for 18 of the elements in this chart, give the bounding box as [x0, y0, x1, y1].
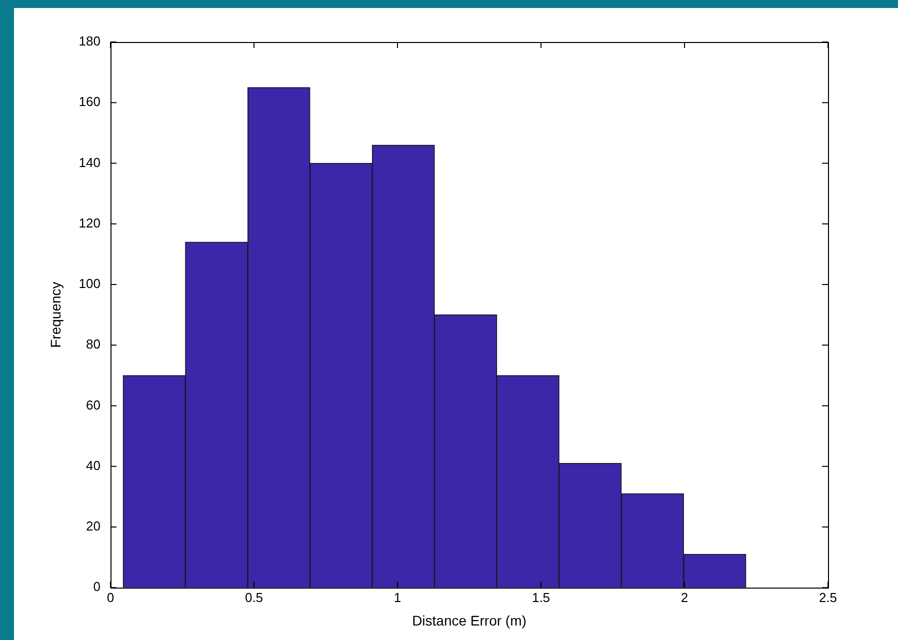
y-tick-label: 60: [86, 397, 100, 412]
y-tick-label: 180: [78, 34, 100, 49]
y-tick-label: 100: [78, 276, 100, 292]
x-tick-label: 1: [394, 590, 402, 605]
y-axis-title: Frequency: [47, 282, 64, 348]
y-tick-label: 0: [93, 579, 100, 594]
y-tick-label: 120: [78, 215, 100, 230]
y-tick-label: 20: [86, 518, 100, 534]
x-tick-label: 1.5: [532, 590, 550, 605]
y-tick-label: 80: [86, 336, 100, 352]
y-tick-label: 160: [78, 94, 100, 110]
x-tick-label: 0: [106, 590, 114, 605]
x-tick-label: 2: [680, 590, 688, 605]
y-tick-label: 140: [78, 154, 100, 170]
x-tick-label: 2.5: [818, 590, 838, 605]
x-axis-title: Distance Error (m): [412, 612, 526, 628]
y-tick-label: 40: [86, 458, 100, 473]
x-tick-label: 0.5: [244, 590, 264, 605]
